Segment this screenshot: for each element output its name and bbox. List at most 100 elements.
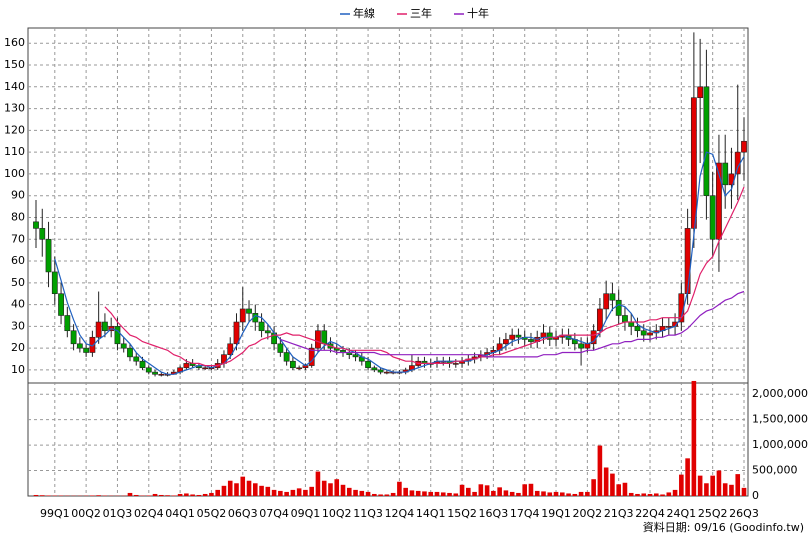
candle-body: [258, 321, 265, 332]
volume-bar: [484, 485, 490, 496]
candle-body: [546, 332, 553, 340]
volume-bar: [522, 484, 528, 496]
volume-bar: [560, 492, 565, 496]
x-tick-label: 25Q2: [698, 507, 728, 520]
volume-bar: [635, 493, 640, 496]
volume-bar: [234, 483, 239, 496]
volume-bar: [190, 494, 195, 496]
x-tick-label: 11Q3: [353, 507, 383, 520]
x-tick-label: 19Q1: [541, 507, 571, 520]
candle-body: [296, 367, 303, 370]
moving-average-line: [104, 186, 745, 367]
volume-bar: [271, 489, 277, 496]
volume-bar: [340, 484, 346, 496]
candle-body: [647, 332, 653, 336]
candle-body: [540, 332, 547, 338]
volume-bar: [422, 491, 427, 496]
volume-bar: [397, 481, 402, 496]
volume-bar: [353, 489, 358, 496]
volume-bar: [252, 483, 258, 496]
legend-label: 年線: [353, 6, 375, 20]
volume-bar: [685, 458, 690, 496]
volume-bar: [365, 491, 371, 496]
x-tick-label: 09Q1: [291, 507, 321, 520]
candle-body: [609, 293, 616, 301]
volume-bar: [735, 474, 741, 496]
volume-bar: [459, 484, 465, 496]
volume-bar: [440, 492, 446, 496]
moving-average-line: [54, 151, 745, 375]
x-tick-label: 24Q1: [667, 507, 697, 520]
candle-body: [690, 97, 697, 229]
candle-body: [352, 354, 359, 358]
volume-bar: [278, 490, 283, 496]
x-tick-label: 07Q4: [259, 507, 289, 520]
volume-bar: [491, 490, 496, 496]
y-tick-label: 160: [4, 36, 25, 49]
volume-bar: [171, 495, 177, 496]
volume-bar: [722, 483, 728, 496]
candle-body: [277, 343, 284, 353]
volume-bar: [177, 493, 183, 496]
y-tick-label: 60: [11, 254, 25, 267]
volume-bar: [384, 494, 390, 496]
volume-bar: [184, 493, 189, 496]
volume-bar: [46, 495, 51, 496]
volume-bar: [672, 489, 678, 496]
y-tick-label: 110: [4, 145, 25, 158]
volume-bar: [472, 491, 477, 496]
volume-bar: [541, 491, 546, 496]
x-tick-label: 12Q4: [385, 507, 415, 520]
volume-bar: [390, 492, 396, 496]
x-tick-label: 00Q2: [71, 507, 101, 520]
y2-tick-label: 1,500,000: [752, 413, 808, 426]
volume-bar: [334, 479, 340, 496]
candle-body: [76, 343, 83, 349]
candle-body: [246, 308, 252, 314]
legend-label: 十年: [467, 6, 489, 20]
volume-bar: [246, 480, 252, 496]
volume-bar: [196, 494, 202, 496]
candle-body: [722, 162, 729, 186]
candle-body: [202, 367, 209, 370]
candle-body: [264, 330, 271, 334]
candle-body: [383, 371, 390, 374]
volume-bar: [616, 484, 621, 496]
candle-body: [321, 330, 328, 345]
volume-bar: [729, 484, 734, 496]
candle-body: [233, 321, 240, 345]
candle-body: [83, 347, 90, 353]
volume-bar: [127, 492, 133, 496]
y-tick-label: 100: [4, 167, 25, 180]
y-tick-label: 40: [11, 298, 25, 311]
volume-bar: [585, 491, 590, 496]
volume-bar: [315, 471, 321, 496]
volume-bar: [503, 490, 509, 496]
x-tick-label: 05Q2: [197, 507, 227, 520]
volume-bar: [610, 473, 615, 496]
candle-body: [133, 356, 140, 362]
y-tick-label: 10: [11, 363, 25, 376]
x-tick-label: 20Q2: [573, 507, 603, 520]
x-tick-label: 99Q1: [40, 507, 70, 520]
candle-body: [95, 321, 102, 338]
x-tick-label: 17Q4: [510, 507, 540, 520]
volume-bar: [303, 489, 308, 496]
candle-body: [114, 326, 121, 345]
volume-bar: [591, 479, 596, 496]
volume-bar: [710, 475, 715, 496]
candle-body: [716, 162, 722, 240]
candle-body: [183, 363, 190, 369]
candle-body: [628, 321, 635, 327]
candle-body: [120, 343, 127, 349]
volume-bar: [497, 487, 502, 496]
volume-bar: [309, 486, 314, 496]
candle-body: [371, 367, 378, 371]
y2-tick-label: 0: [752, 489, 759, 502]
volume-bar: [603, 467, 609, 496]
volume-bar: [653, 493, 659, 496]
volume-bar: [321, 480, 327, 496]
candle-body: [58, 293, 64, 316]
volume-bar: [578, 491, 584, 496]
candle-body: [239, 308, 246, 323]
